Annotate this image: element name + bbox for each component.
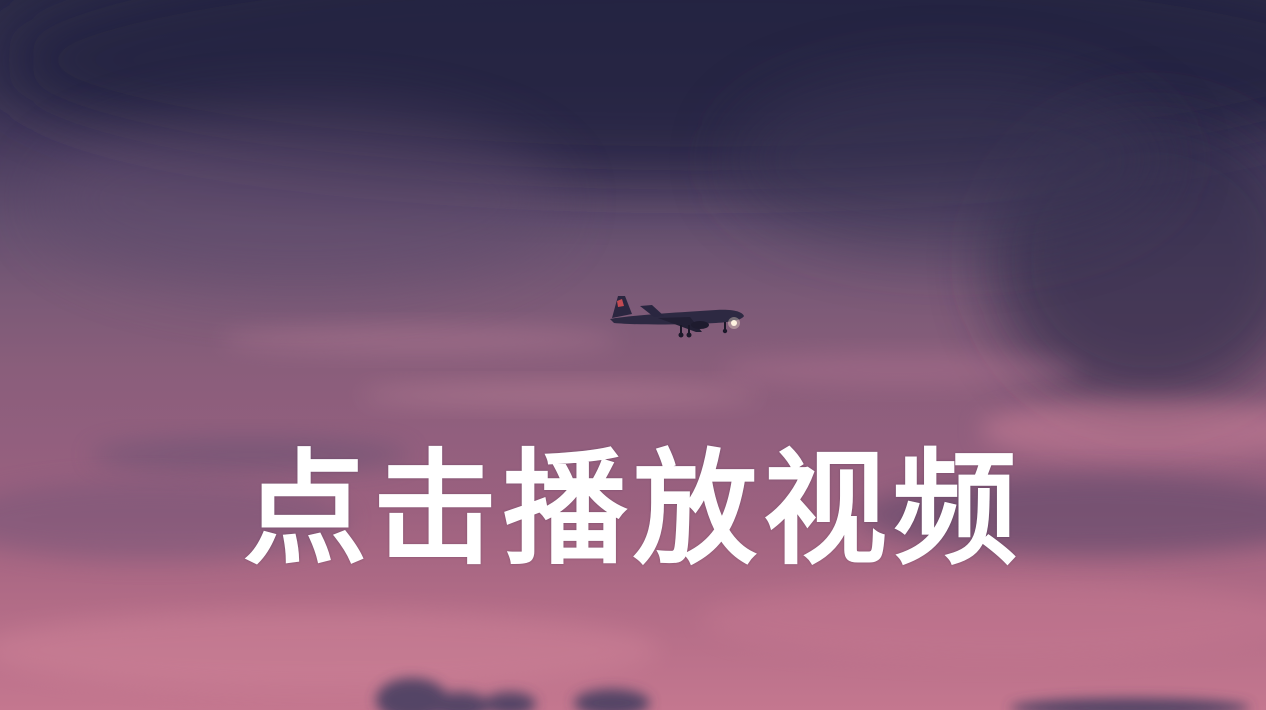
- play-video-label[interactable]: 点击播放视频: [242, 438, 1023, 582]
- airplane-icon: [610, 296, 744, 338]
